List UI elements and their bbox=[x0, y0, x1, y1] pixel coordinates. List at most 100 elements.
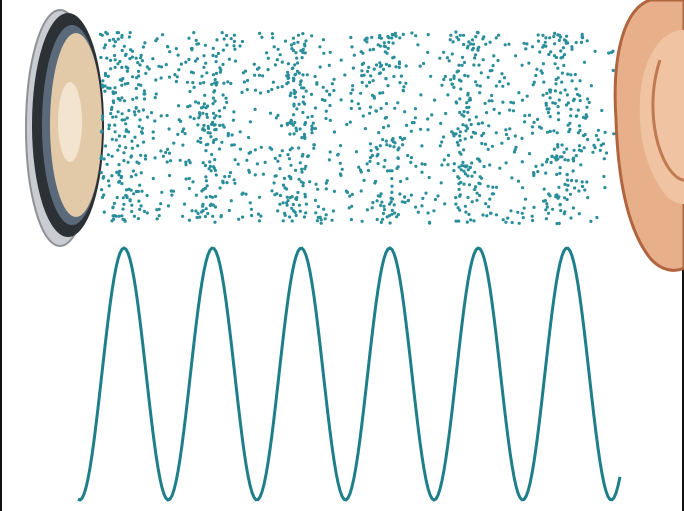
particle bbox=[191, 81, 195, 85]
particle bbox=[143, 41, 147, 45]
particle bbox=[297, 177, 301, 181]
particle bbox=[551, 207, 555, 211]
particle bbox=[391, 56, 395, 60]
particle bbox=[381, 67, 386, 71]
particle bbox=[490, 192, 494, 196]
particle bbox=[339, 144, 343, 148]
particle bbox=[116, 31, 121, 35]
particle bbox=[153, 156, 157, 160]
particle bbox=[571, 206, 576, 210]
particle bbox=[377, 131, 381, 135]
particle bbox=[212, 123, 216, 127]
particle bbox=[202, 65, 206, 69]
particle bbox=[456, 143, 460, 147]
particle bbox=[454, 100, 458, 104]
particle bbox=[384, 139, 388, 143]
particle bbox=[511, 109, 516, 113]
particle bbox=[350, 204, 354, 208]
particle bbox=[204, 179, 208, 183]
particle bbox=[300, 154, 304, 158]
particle bbox=[292, 79, 296, 83]
particle bbox=[545, 157, 550, 161]
particle bbox=[562, 212, 566, 216]
particle bbox=[316, 215, 320, 220]
particle bbox=[388, 144, 392, 148]
particle bbox=[480, 134, 484, 138]
particle bbox=[390, 212, 394, 216]
particle bbox=[459, 87, 463, 91]
particle bbox=[187, 186, 191, 191]
particle bbox=[270, 189, 274, 193]
particle bbox=[166, 45, 170, 49]
particle bbox=[276, 113, 280, 117]
particle bbox=[504, 132, 509, 137]
particle bbox=[566, 101, 571, 105]
particle bbox=[544, 44, 548, 48]
particle bbox=[454, 30, 458, 34]
particle bbox=[129, 175, 133, 179]
particle bbox=[174, 79, 178, 84]
particle bbox=[159, 149, 163, 153]
particle bbox=[545, 91, 549, 95]
particle bbox=[379, 203, 383, 207]
particle bbox=[213, 99, 217, 103]
particle bbox=[473, 170, 477, 174]
particle bbox=[404, 64, 408, 68]
particle bbox=[104, 73, 108, 78]
particle bbox=[243, 69, 248, 73]
particle bbox=[466, 168, 470, 172]
particle bbox=[572, 97, 576, 101]
particle bbox=[560, 143, 564, 147]
particle bbox=[109, 67, 113, 71]
particle bbox=[368, 159, 372, 163]
particle bbox=[256, 212, 261, 216]
particle bbox=[303, 136, 307, 140]
particle bbox=[566, 72, 570, 76]
particle bbox=[472, 219, 476, 223]
particle bbox=[121, 207, 125, 211]
particle bbox=[358, 168, 363, 172]
particle bbox=[218, 66, 222, 70]
particle bbox=[540, 71, 544, 75]
particle bbox=[114, 138, 118, 142]
particle bbox=[225, 181, 229, 185]
particle bbox=[370, 153, 374, 158]
particle bbox=[559, 49, 563, 53]
particle bbox=[295, 69, 300, 73]
particle bbox=[381, 211, 386, 216]
particle bbox=[390, 197, 395, 201]
particle bbox=[144, 71, 148, 75]
particle bbox=[303, 167, 307, 171]
particle bbox=[103, 84, 107, 88]
particle bbox=[118, 59, 122, 64]
particle bbox=[475, 30, 479, 34]
particle bbox=[541, 62, 546, 66]
particle bbox=[442, 50, 446, 54]
particle bbox=[157, 207, 161, 211]
particle bbox=[376, 194, 380, 198]
particle bbox=[136, 69, 141, 73]
particle bbox=[610, 50, 614, 55]
particle bbox=[544, 171, 548, 175]
particle bbox=[442, 158, 446, 162]
particle bbox=[222, 106, 227, 110]
particle bbox=[203, 93, 207, 97]
particle bbox=[557, 221, 561, 225]
particle bbox=[466, 195, 470, 200]
particle bbox=[299, 180, 303, 184]
particle bbox=[532, 205, 536, 209]
particle bbox=[151, 57, 155, 61]
particle bbox=[549, 160, 553, 165]
particle bbox=[303, 192, 307, 196]
particle bbox=[555, 172, 559, 176]
particle bbox=[358, 106, 362, 111]
particle bbox=[211, 53, 215, 58]
particle bbox=[292, 41, 296, 46]
particle bbox=[225, 100, 229, 104]
particle bbox=[281, 183, 286, 187]
particle bbox=[248, 120, 252, 124]
particle bbox=[287, 174, 291, 178]
particle bbox=[196, 101, 201, 105]
particle bbox=[595, 215, 599, 220]
particle bbox=[199, 136, 203, 140]
